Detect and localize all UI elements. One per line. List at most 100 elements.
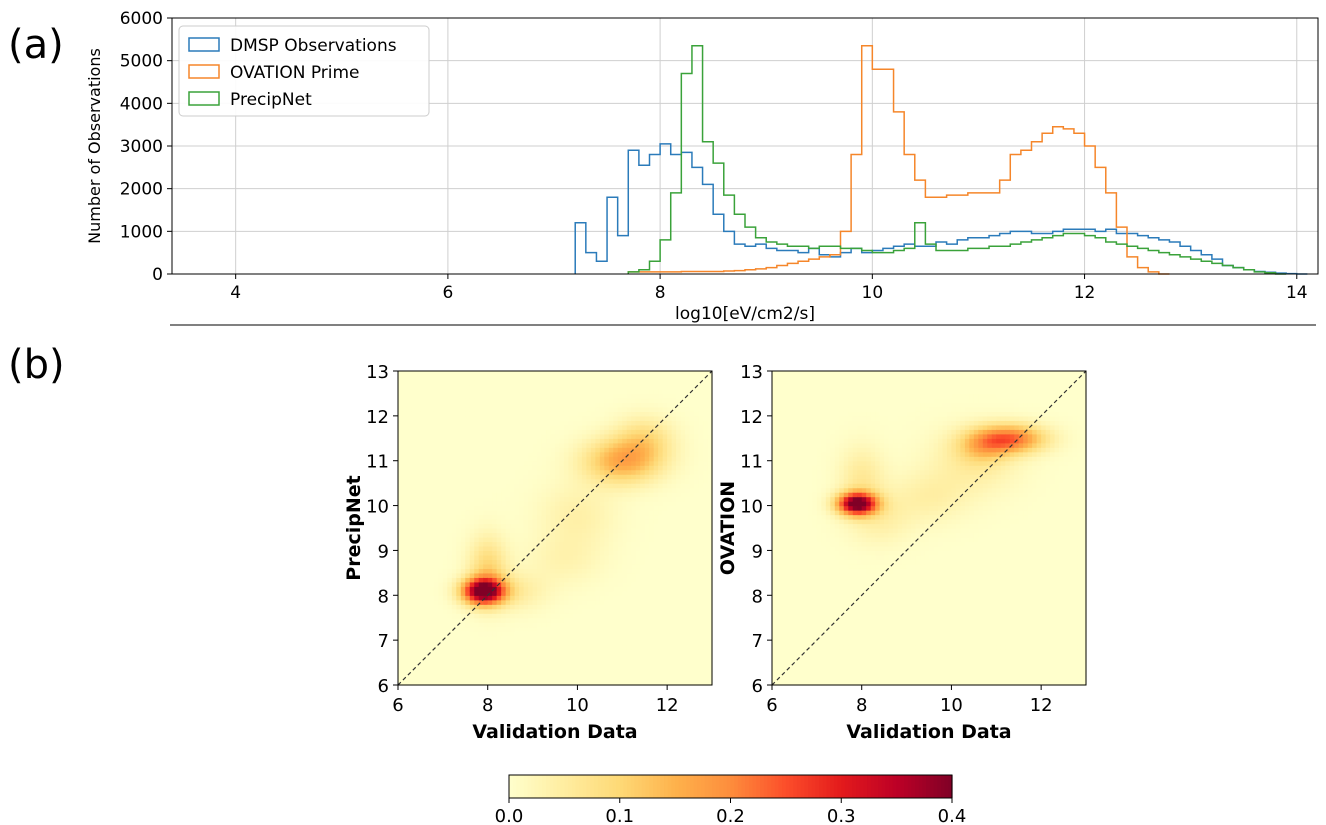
heatmap-cell xyxy=(604,590,610,596)
histogram-chart: 4 6 8 10 12 140100020003000400050006000log10[… xyxy=(85,9,1319,324)
heatmap-cell xyxy=(537,536,543,543)
heatmap-cell xyxy=(581,388,587,395)
heatmap-cell xyxy=(415,465,422,471)
legend-frame xyxy=(178,25,430,117)
heatmap-cell xyxy=(658,451,664,457)
heatmap-cell xyxy=(424,586,430,592)
heatmap-cell xyxy=(590,397,596,403)
heatmap-cell xyxy=(532,617,538,623)
heatmap-cell xyxy=(483,469,489,475)
heatmap-cell xyxy=(415,456,422,462)
heatmap-cell xyxy=(541,577,547,583)
heatmap-cell xyxy=(447,505,453,511)
heatmap-cell xyxy=(519,492,525,498)
heatmap-cell xyxy=(420,586,426,592)
heatmap-cell xyxy=(424,662,430,668)
heatmap-cell xyxy=(559,384,565,390)
heatmap-cell xyxy=(622,433,628,439)
heatmap-cell xyxy=(653,492,659,498)
heatmap-cell xyxy=(698,456,704,462)
heatmap-cell xyxy=(496,478,502,484)
heatmap-cell xyxy=(640,510,646,516)
heatmap-cell xyxy=(433,595,439,601)
heatmap-cell xyxy=(411,460,417,466)
heatmap-cell xyxy=(447,393,453,399)
heatmap-cell xyxy=(429,411,435,417)
heatmap-cell xyxy=(398,496,404,502)
heatmap-cell xyxy=(550,433,556,439)
heatmap-cell xyxy=(537,662,543,668)
heatmap-cell xyxy=(698,492,704,498)
heatmap-cell xyxy=(685,653,691,659)
heatmap-cell xyxy=(622,604,628,610)
heatmap-cell xyxy=(622,622,628,628)
heatmap-cell xyxy=(608,371,614,377)
heatmap-cell xyxy=(492,379,498,386)
heatmap-cell xyxy=(429,415,435,421)
heatmap-cell xyxy=(505,658,511,664)
heatmap-cell xyxy=(563,671,570,677)
heatmap-cell xyxy=(474,550,480,556)
heatmap-cell xyxy=(398,447,404,453)
heatmap-cell xyxy=(667,411,673,417)
heatmap-y-tick-label: 13 xyxy=(366,362,389,383)
heatmap-cell xyxy=(402,451,408,457)
heatmap-cell xyxy=(429,505,435,511)
heatmap-cell xyxy=(474,371,480,377)
heatmap-cell xyxy=(447,514,453,520)
heatmap-cell xyxy=(424,406,430,412)
heatmap-cell xyxy=(667,375,673,381)
heatmap-cell xyxy=(465,460,471,466)
heatmap-cell xyxy=(429,653,435,659)
heatmap-cell xyxy=(398,429,404,435)
heatmap-cell xyxy=(572,523,579,529)
heatmap-cell xyxy=(541,604,547,610)
heatmap-cell xyxy=(617,478,623,484)
heatmap-cell xyxy=(581,617,587,623)
heatmap-cell xyxy=(537,617,543,623)
heatmap-cell xyxy=(555,483,561,489)
heatmap-cell xyxy=(640,550,646,556)
heatmap-cell xyxy=(537,577,543,583)
heatmap-cell xyxy=(586,375,592,381)
heatmap-cell xyxy=(671,371,677,377)
heatmap-cell xyxy=(398,478,404,484)
heatmap-cell xyxy=(622,631,628,637)
heatmap-cell xyxy=(622,492,628,498)
heatmap-y-tick-label: 6 xyxy=(378,676,389,697)
heatmap-cell xyxy=(685,519,691,525)
heatmap-cell xyxy=(572,577,579,583)
heatmap-cell xyxy=(442,676,448,682)
heatmap-cell xyxy=(483,599,489,605)
heatmap-cell xyxy=(694,617,700,623)
heatmap-cell xyxy=(505,438,511,444)
heatmap-cell xyxy=(469,505,475,511)
heatmap-cell xyxy=(635,510,641,516)
heatmap-cell xyxy=(658,510,664,516)
heatmap-cell xyxy=(487,447,493,453)
heatmap-cell xyxy=(577,532,583,538)
heatmap-cell xyxy=(487,514,493,520)
heatmap-cell xyxy=(451,483,457,489)
heatmap-cell xyxy=(424,532,430,538)
heatmap-cell xyxy=(555,635,561,641)
heatmap-cell xyxy=(572,393,579,399)
heatmap-cell xyxy=(613,451,619,457)
heatmap-cell xyxy=(590,415,596,421)
heatmap-cell xyxy=(496,617,502,623)
heatmap-cell xyxy=(568,442,574,448)
heatmap-cell xyxy=(398,469,404,475)
heatmap-cell xyxy=(685,676,691,682)
heatmap-cell xyxy=(595,586,601,592)
heatmap-cell xyxy=(429,523,435,529)
heatmap-cell xyxy=(703,644,709,650)
heatmap-cell xyxy=(635,662,641,668)
heatmap-cell xyxy=(537,532,543,538)
heatmap-cell xyxy=(698,572,704,578)
heatmap-cell xyxy=(676,469,682,475)
heatmap-cell xyxy=(550,586,556,592)
heatmap-cell xyxy=(555,469,561,475)
heatmap-cell xyxy=(532,653,538,659)
heatmap-cell xyxy=(514,554,520,560)
heatmap-cell xyxy=(626,676,632,682)
